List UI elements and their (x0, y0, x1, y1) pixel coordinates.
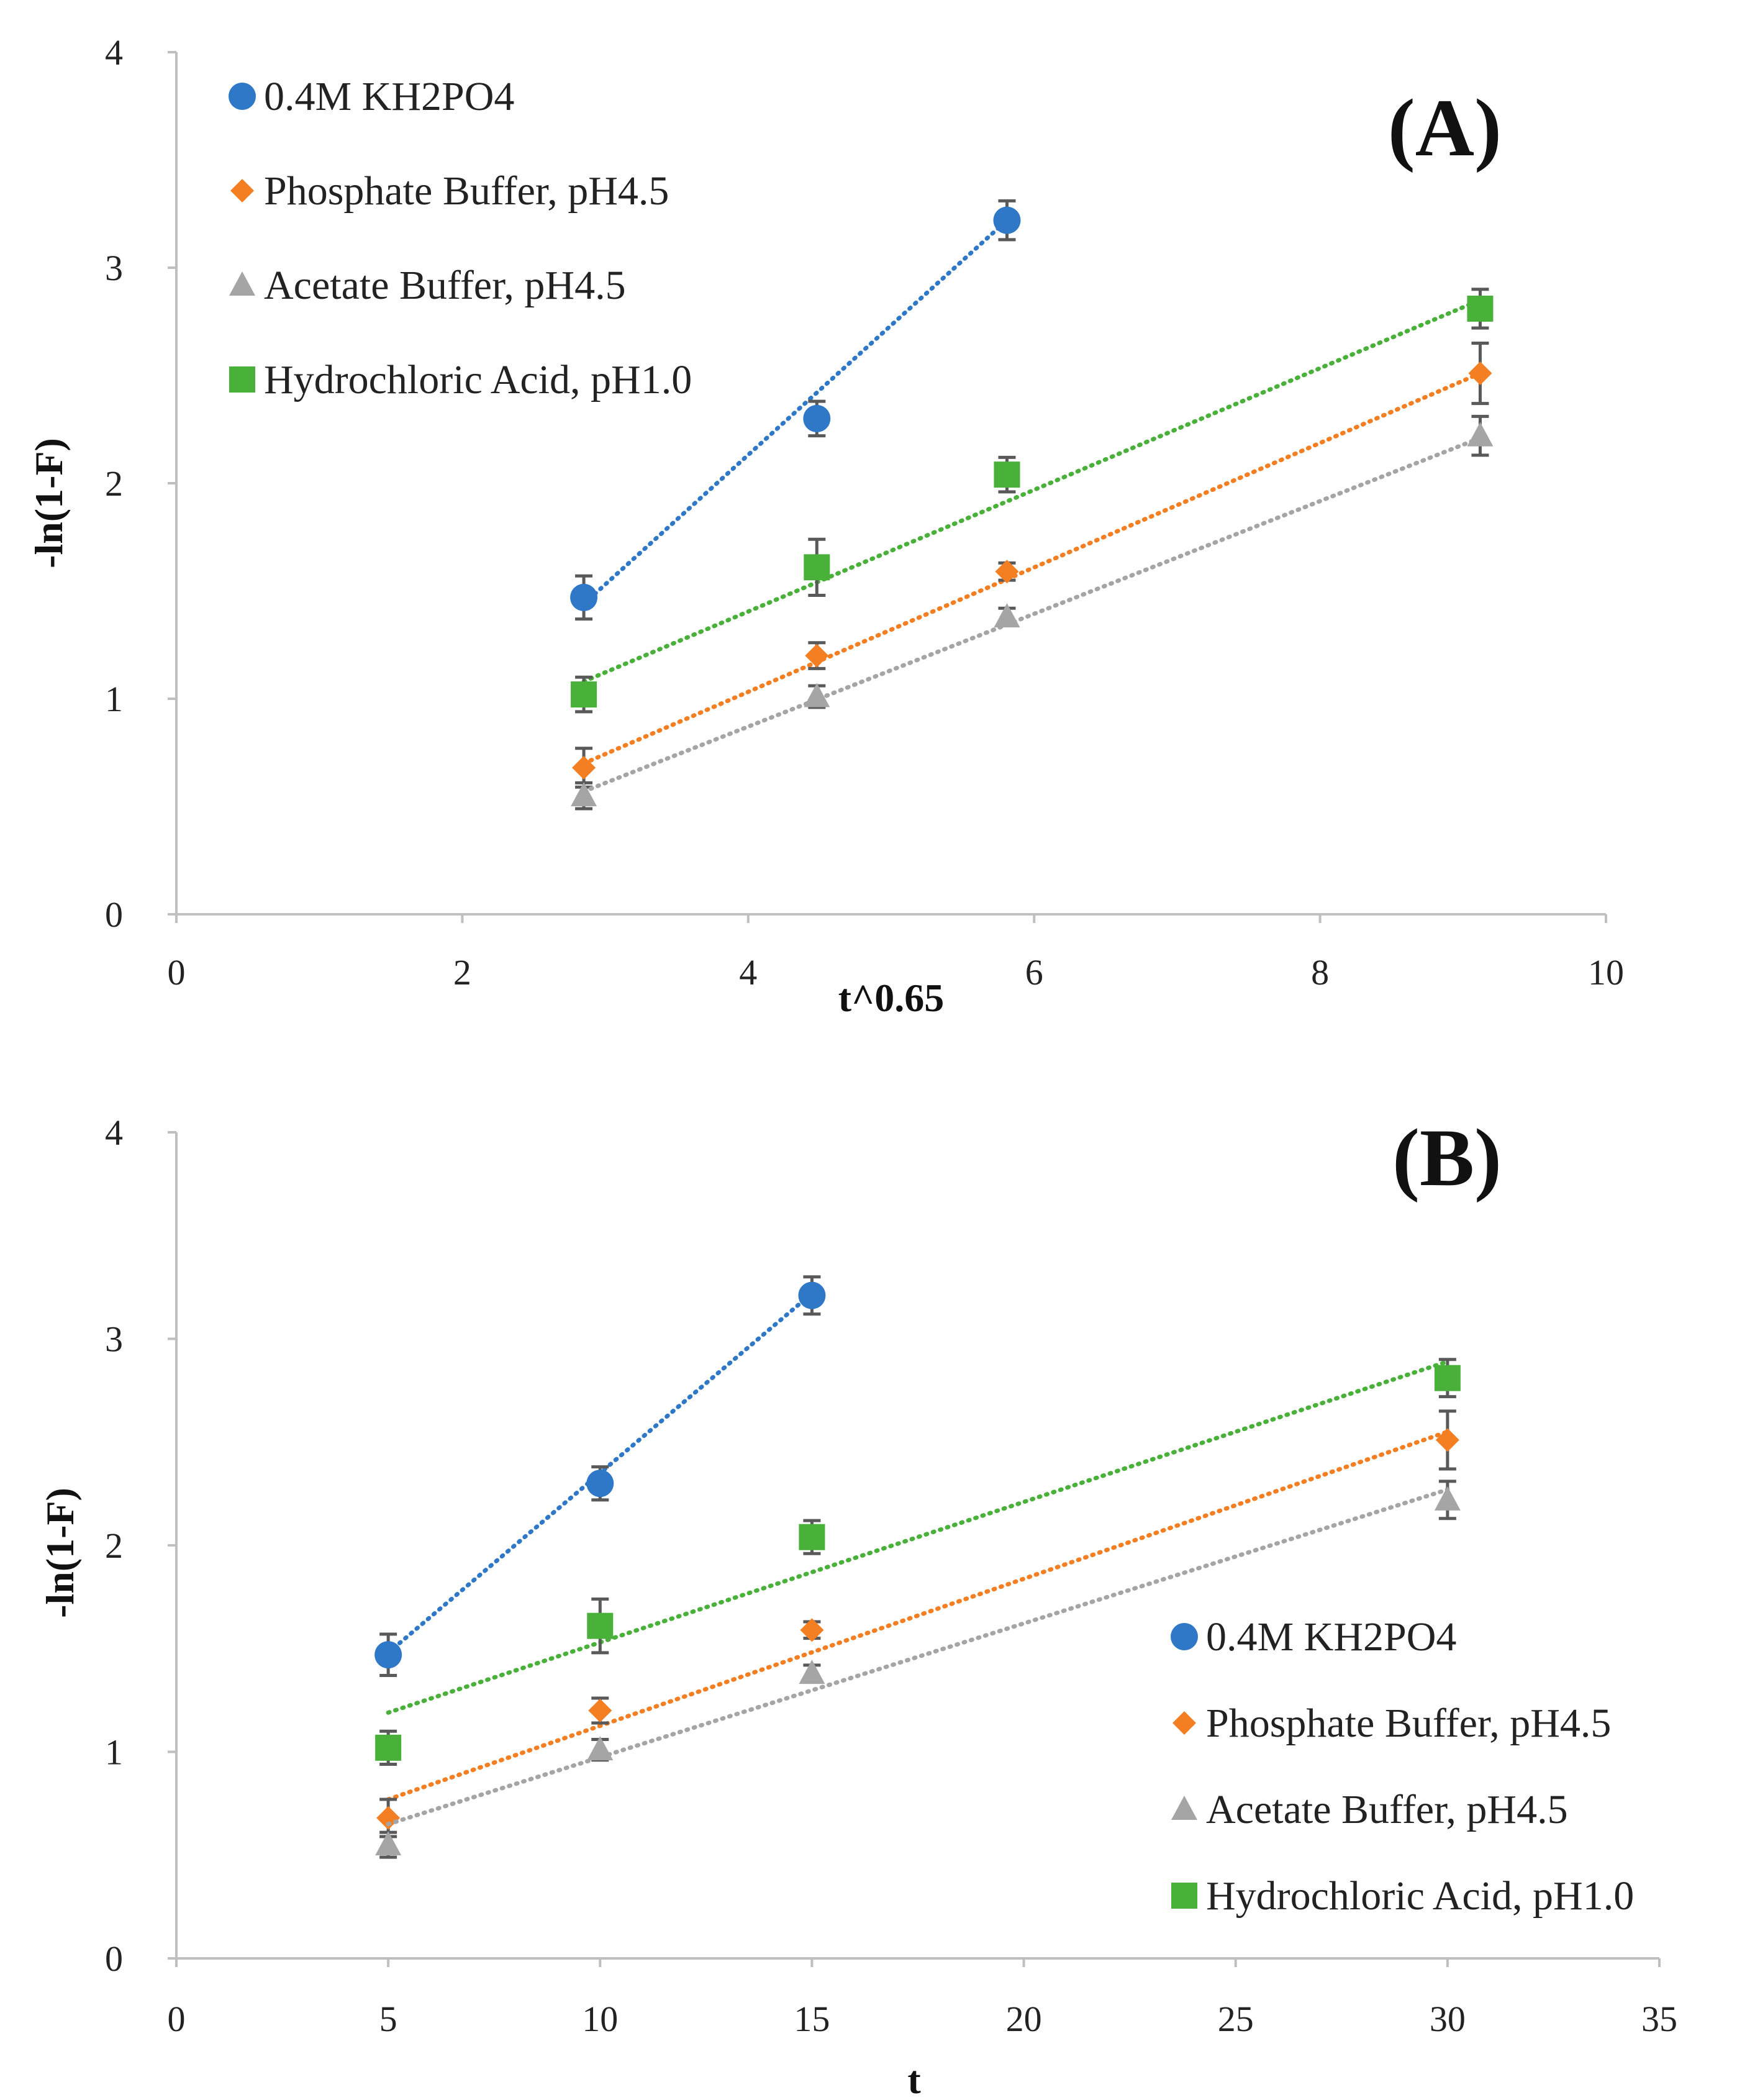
panel-a-series-diamond-point (572, 756, 596, 780)
panel-a-y-tick-label: 1 (105, 679, 123, 719)
panel-a-x-tick-label: 0 (168, 952, 186, 993)
panel-a-legend-marker-triangle (229, 271, 255, 296)
panel-a-y-tick-label: 2 (105, 463, 123, 504)
panel-a-y-tick-label: 0 (105, 894, 123, 935)
panel-b-series-circle-point (374, 1641, 402, 1669)
panel-b-legend-label-circle: 0.4M KH2PO4 (1206, 1614, 1456, 1660)
panel-a-series-triangle-trendline (581, 435, 1482, 794)
panel-b-x-tick-label: 20 (1006, 1999, 1042, 2039)
panel-b-x-axis-title: t (907, 2058, 921, 2100)
panel-b-series-circle-point (586, 1470, 614, 1498)
panel-a-series-circle-point (803, 404, 831, 432)
panel-a-series-square-trendline (581, 298, 1482, 684)
panel-a-chart: (A) t^0.65 -ln(1-F) 0 2 4 6 8 10 0 1 2 3 4 0.4M KH2… (27, 32, 1624, 1020)
panel-b-series-diamond-point (800, 1618, 824, 1642)
panel-a-legend-marker-square (229, 366, 255, 393)
panel-a-series-triangle-point (804, 683, 830, 707)
panel-a-series-triangle-point (994, 603, 1020, 628)
panel-a-series-circle-point (570, 583, 598, 611)
panel-b-series-square-trendline (386, 1359, 1450, 1715)
panel-a-y-tick-label: 4 (105, 32, 123, 73)
panel-a-legend-label-triangle: Acetate Buffer, pH4.5 (264, 263, 626, 308)
panel-b-series-triangle-point (587, 1736, 614, 1761)
panel-b-x-tick-label: 30 (1430, 1999, 1466, 2039)
panel-b-x-tick-label: 15 (794, 1999, 830, 2039)
panel-a-legend-marker-circle (229, 83, 256, 110)
panel-a-series-triangle-point (571, 782, 597, 807)
panel-b-x-tick-label: 35 (1641, 1999, 1677, 2039)
panel-b-series-diamond-point (1435, 1428, 1459, 1452)
panel-a-legend-label-circle: 0.4M KH2PO4 (264, 74, 514, 119)
panel-a-series-square-point (804, 554, 830, 581)
panel-a-x-tick-label: 6 (1025, 952, 1043, 993)
panel-b-series-diamond-point (588, 1699, 612, 1722)
panel-a-x-tick-label: 8 (1311, 952, 1329, 993)
panel-b-series-diamond-point (376, 1806, 401, 1830)
panel-a-x-tick-label: 4 (739, 952, 757, 993)
panel-b-series-square-point (1434, 1365, 1461, 1391)
panel-a-legend-marker-diamond (230, 179, 254, 202)
panel-a-series-square-point (571, 681, 597, 708)
panel-b-y-tick-label: 2 (105, 1525, 123, 1566)
panel-b-x-tick-label: 25 (1218, 1999, 1254, 2039)
panel-a-series-circle-point (993, 206, 1021, 234)
panel-b-chart: (B) t -ln(1-F) 0 5 10 15 20 25 30 35 0 1 2 3 4 0.4M K… (38, 1112, 1677, 2100)
panel-b-legend-label-square: Hydrochloric Acid, pH1.0 (1206, 1873, 1634, 1919)
panel-a-series-diamond-trendline (581, 371, 1482, 766)
panel-b-series-square-point (799, 1524, 825, 1550)
panel-b-legend-marker-circle (1171, 1623, 1198, 1650)
panel-a-legend-label-square: Hydrochloric Acid, pH1.0 (264, 357, 692, 402)
panel-b-series-triangle-point (375, 1831, 402, 1856)
panel-a-legend-label-diamond: Phosphate Buffer, pH4.5 (264, 168, 669, 214)
panel-a-y-tick-label: 3 (105, 248, 123, 288)
panel-b-series-square-point (375, 1734, 402, 1761)
panel-a-series-circle-trendline (581, 218, 1009, 606)
panel-a-y-axis-title: -ln(1-F) (27, 438, 71, 568)
panel-b-y-tick-label: 0 (105, 1939, 123, 1979)
panel-b-label: (B) (1392, 1112, 1502, 1203)
panel-b-legend-label-triangle: Acetate Buffer, pH4.5 (1206, 1787, 1568, 1832)
panel-b-y-tick-label: 4 (105, 1112, 123, 1153)
panel-b-series-triangle-point (1434, 1486, 1461, 1511)
panel-b-series-circle-point (798, 1281, 826, 1309)
panel-a-x-tick-label: 10 (1588, 952, 1624, 993)
panel-b-y-axis-title: -ln(1-F) (38, 1488, 82, 1618)
panel-b-x-tick-label: 10 (582, 1999, 618, 2039)
panel-b-y-tick-label: 1 (105, 1732, 123, 1773)
panel-a-series-diamond-point (1468, 361, 1492, 386)
panel-b-legend-marker-triangle (1171, 1796, 1197, 1820)
panel-b-legend-label-diamond: Phosphate Buffer, pH4.5 (1206, 1701, 1611, 1746)
panel-a-x-axis-title: t^0.65 (838, 976, 945, 1020)
panel-a-x-tick-label: 2 (453, 952, 471, 993)
panel-b-series-triangle-trendline (386, 1487, 1450, 1827)
panel-a-series-diamond-point (995, 560, 1019, 584)
panel-a-series-triangle-point (1467, 422, 1494, 447)
panel-b-legend-marker-diamond (1172, 1711, 1196, 1735)
panel-a-series-diamond-point (805, 643, 829, 668)
panel-a-series-square-point (994, 461, 1020, 488)
panel-b-series-triangle-point (799, 1660, 825, 1684)
panel-a-label: (A) (1388, 82, 1502, 173)
panel-b-y-tick-label: 3 (105, 1319, 123, 1360)
panel-b-series-diamond-trendline (386, 1429, 1450, 1802)
panel-a-series-square-point (1467, 295, 1494, 322)
panel-b-series-square-point (587, 1612, 614, 1639)
panel-b-legend-marker-square (1171, 1883, 1197, 1909)
panel-b-x-tick-label: 0 (168, 1999, 186, 2039)
panel-b-x-tick-label: 5 (379, 1999, 397, 2039)
